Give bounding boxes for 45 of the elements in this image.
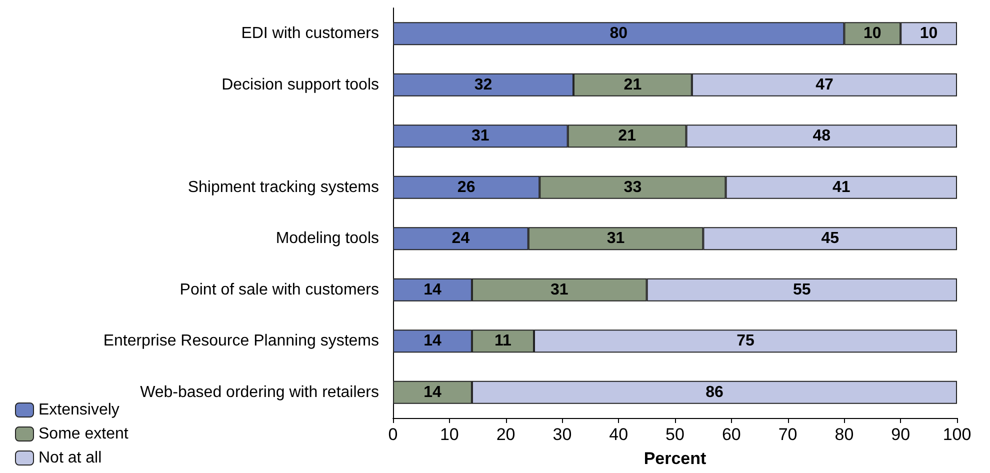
data-label: 24 — [452, 230, 470, 248]
x-tick-label: 90 — [891, 425, 910, 444]
legend-label: Not at all — [38, 450, 102, 466]
data-label: 31 — [606, 230, 625, 248]
data-label: 10 — [864, 25, 882, 42]
data-label: 47 — [816, 76, 834, 94]
data-label: 33 — [624, 178, 642, 196]
data-label: 45 — [821, 230, 840, 248]
data-label: 31 — [472, 128, 490, 145]
data-label: 75 — [736, 332, 754, 350]
data-label: 31 — [550, 281, 568, 298]
x-tick-label: 40 — [609, 425, 628, 444]
data-label: 55 — [793, 281, 811, 298]
legend-label: Extensively — [38, 402, 120, 418]
data-label: 21 — [618, 128, 636, 145]
y-tick-label: Decision support tools — [222, 76, 379, 94]
x-tick-label: 70 — [778, 425, 798, 444]
data-label: 86 — [706, 384, 724, 401]
x-tick-label: 10 — [440, 425, 459, 444]
x-tick-label: 20 — [496, 425, 516, 444]
x-tick-label: 60 — [722, 425, 741, 444]
data-label: 14 — [424, 332, 442, 350]
data-label: 11 — [494, 332, 512, 350]
x-tick-label: 30 — [552, 425, 572, 444]
y-tick-label: Web-based ordering with retailers — [140, 384, 379, 401]
data-label: 21 — [624, 76, 642, 94]
y-tick-label: Shipment tracking systems — [188, 178, 379, 196]
data-label: 14 — [424, 384, 442, 401]
data-label: 26 — [457, 178, 476, 196]
y-tick-label: Enterprise Resource Planning systems — [103, 332, 379, 350]
x-axis-title: Percent — [644, 449, 707, 468]
data-label: 80 — [610, 25, 628, 42]
x-tick-label: 50 — [666, 425, 684, 444]
y-tick-label: Point of sale with customers — [180, 281, 379, 298]
data-label: 32 — [474, 76, 492, 94]
y-tick-label: Modeling tools — [276, 230, 379, 248]
legend-label: Some extent — [38, 426, 129, 442]
x-tick-label: 80 — [834, 425, 854, 444]
data-label: 48 — [812, 128, 831, 145]
x-tick-label: 100 — [942, 425, 972, 444]
data-label: 14 — [424, 281, 442, 298]
x-tick-label: 0 — [388, 425, 398, 444]
data-label: 41 — [832, 178, 850, 196]
data-label: 10 — [920, 25, 938, 42]
y-tick-label: EDI with customers — [241, 25, 379, 42]
